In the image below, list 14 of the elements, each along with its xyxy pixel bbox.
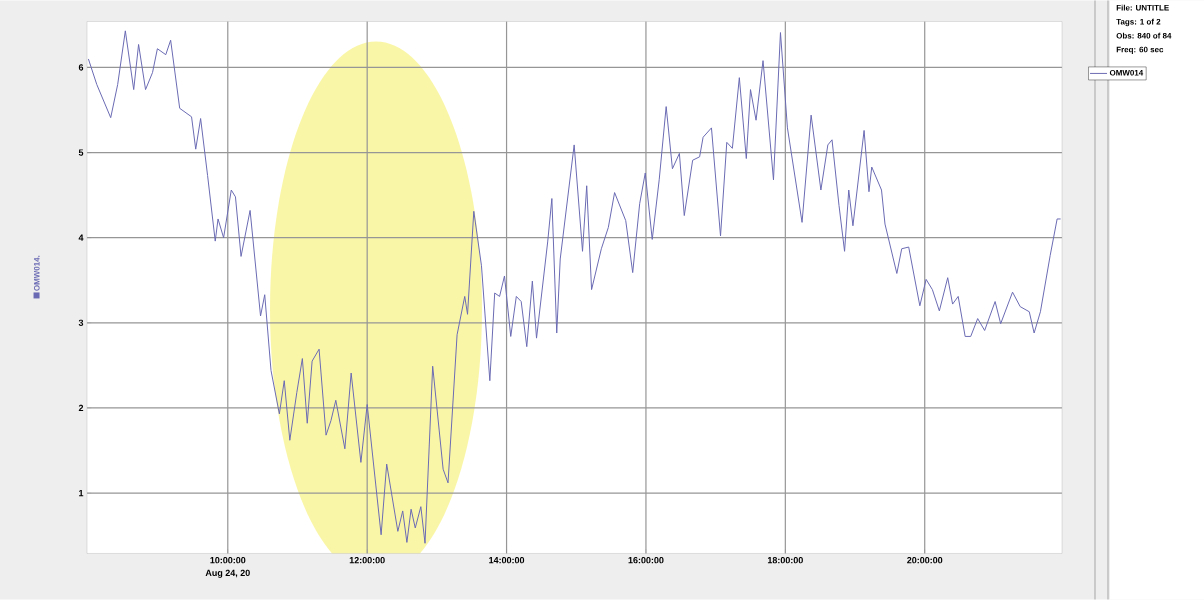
text: Aug 24, 20	[205, 569, 250, 578]
x-tick-label: 10:00:00	[210, 557, 246, 564]
x-tick-label: 16:00:00	[628, 557, 664, 564]
x-tick-label: 12:00:00	[349, 557, 385, 564]
y-tick-label: 5	[78, 149, 84, 156]
y-tick-label: 6	[78, 64, 84, 71]
x-tick-label: 18:00:00	[767, 557, 803, 564]
y-tick-label: 1	[79, 489, 84, 497]
line-series	[87, 30, 1062, 544]
y-tick-label: 3	[78, 319, 84, 326]
y-tick-label: 4	[78, 234, 84, 241]
y-tick-label: 2	[78, 404, 84, 412]
x-tick-label: 14:00:00	[489, 557, 525, 564]
x-tick-label: 20:00:00	[907, 557, 943, 564]
